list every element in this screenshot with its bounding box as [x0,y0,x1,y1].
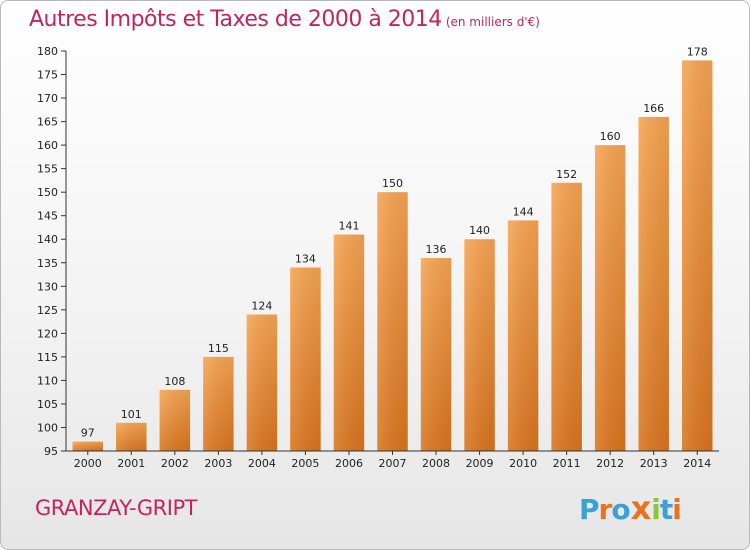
y-tick-label: 135 [37,257,58,270]
commune-name: GRANZAY-GRIPT [35,496,197,520]
bar-shade-2014 [681,60,713,451]
bar-shade-2005 [290,267,321,451]
x-axis: 2000 2001 2002 2003 2004 2005 2006 2007 2008 2009… [66,450,719,470]
y-tick-label: 130 [37,280,58,293]
y-tick-label: 100 [37,421,58,434]
y-tick-label: 110 [37,374,58,387]
y-tick-label: 165 [37,116,58,129]
y-tick-label: 175 [37,69,58,82]
y-tick-label: 125 [37,304,58,317]
bar-shade-2007 [377,192,408,452]
data-label-2002: 108 [164,375,185,388]
data-label-2009: 140 [469,224,490,237]
data-label-2014: 178 [687,45,708,58]
logo-letter-4: i [651,493,661,526]
logo-letter-0: P [579,493,600,526]
y-tick-label: 155 [37,163,58,176]
bar-shade-2013 [638,116,669,451]
data-label-2008: 136 [426,243,447,256]
x-tick-label-2014: 2014 [683,457,711,470]
bar-shade-2008 [420,258,452,451]
x-tick-label-2010: 2010 [509,457,537,470]
bar-shade-2003 [203,356,234,451]
bar-shade-2012 [594,145,626,451]
data-label-2006: 141 [338,220,359,233]
x-tick-label-2002: 2002 [161,457,189,470]
x-tick-label-2003: 2003 [204,457,232,470]
bar-shade-2004 [246,314,278,451]
chart-title: Autres Impôts et Taxes de 2000 à 2014 (en… [29,7,540,32]
data-label-2010: 144 [513,205,534,218]
bar-shade-2001 [116,422,147,451]
y-tick-label: 150 [37,186,58,199]
x-tick-label-2000: 2000 [74,457,102,470]
data-label-2001: 101 [121,408,142,421]
logo-letter-5: t [659,493,673,526]
y-tick-label: 180 [37,45,58,58]
x-tick-label-2011: 2011 [553,457,581,470]
x-tick-label-2009: 2009 [466,457,494,470]
bar-shade-2006 [333,234,365,451]
data-label-2004: 124 [251,300,272,313]
x-tick-label-2012: 2012 [596,457,624,470]
x-tick-label-2004: 2004 [248,457,276,470]
data-label-2003: 115 [208,342,229,355]
bar-shade-2002 [159,389,191,451]
y-axis: 95 100 105 110 115 120 125 130 135 140 145 150 155 16… [37,45,67,458]
y-tick-label: 120 [37,327,58,340]
bar-shade-2000 [72,441,104,451]
logo-letter-1: r [598,493,613,526]
y-tick-label: 115 [37,351,58,364]
data-label-2012: 160 [600,130,621,143]
y-tick-label: 105 [37,398,58,411]
data-label-2013: 166 [643,102,664,115]
y-tick-label: 140 [37,233,58,246]
bar-shade-2009 [464,239,495,451]
x-tick-label-2013: 2013 [640,457,668,470]
data-label-2000: 97 [81,427,95,440]
logo-letter-2: o [611,493,630,526]
x-tick-label-2001: 2001 [117,457,145,470]
chart-subtitle: (en milliers d'€) [445,15,540,29]
y-tick-label: 145 [37,210,58,223]
x-tick-label-2006: 2006 [335,457,363,470]
x-tick-label-2005: 2005 [291,457,319,470]
bars: 97 101 108 115 124 134 141 150 136 140 144 152 160 16… [72,45,713,452]
bar-shade-2010 [507,220,539,451]
data-label-2011: 152 [556,168,577,181]
y-tick-label: 170 [37,92,58,105]
data-label-2007: 150 [382,177,403,190]
y-tick-label: 95 [44,445,58,458]
x-tick-label-2007: 2007 [379,457,407,470]
bar-chart: 95 100 105 110 115 120 125 130 135 140 145 150 155 16… [37,45,719,470]
chart-title-text: Autres Impôts et Taxes de 2000 à 2014 [29,7,442,32]
x-tick-label-2008: 2008 [422,457,450,470]
bar-shade-2011 [551,182,582,451]
y-tick-label: 160 [37,139,58,152]
data-label-2005: 134 [295,252,316,265]
logo-letter-6: i [672,493,682,526]
logo-letter-3: x [630,489,652,527]
proxiti-logo[interactable]: Proxiti [579,489,682,527]
